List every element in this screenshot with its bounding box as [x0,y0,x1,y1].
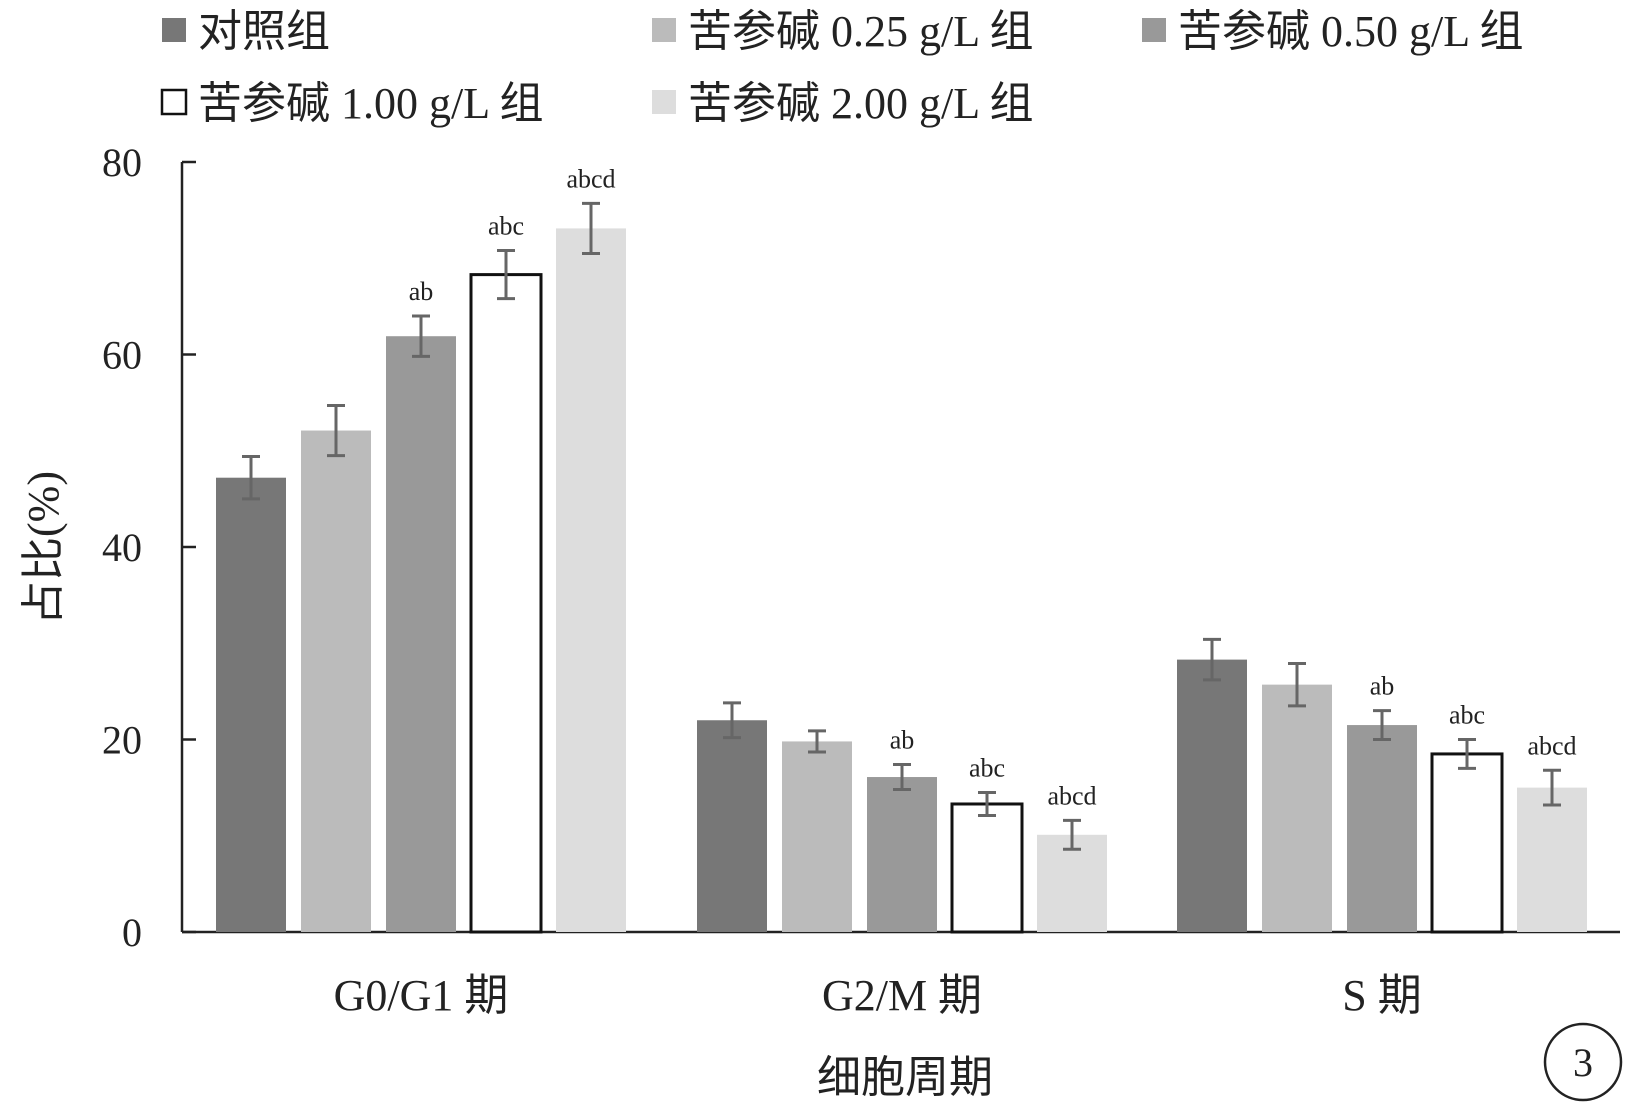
significance-label: abc [1449,701,1485,730]
panel-badge-circle [1543,1022,1623,1102]
bar [469,273,543,934]
y-axis-title: 占比(%) [19,471,68,625]
y-tick-label: 80 [102,140,142,185]
legend-swatch [1142,18,1166,42]
bar [950,802,1024,934]
legend-swatch [162,18,186,42]
bar [782,741,852,932]
significance-label: abcd [1047,781,1096,810]
category-label: S 期 [1342,971,1421,1020]
bar [867,777,937,932]
y-tick-label: 60 [102,333,142,378]
bars: ab abc abcd ab abc abcd ab abc abcd [216,164,1587,934]
significance-label: abc [969,753,1005,782]
legend-swatch [652,90,676,114]
bar [556,228,626,933]
significance-label: abcd [1527,731,1576,760]
bar [1430,752,1504,934]
significance-label: ab [1370,672,1395,701]
x-axis-title: 细胞周期 [817,1053,993,1102]
bar [1262,684,1332,932]
panel-badge: 3 [1543,1022,1623,1102]
bar [216,477,286,932]
legend-entry: 苦参碱 2.00 g/L 组 [688,79,1033,128]
y-tick-label: 0 [122,910,142,955]
category-labels: G0/G1 期 G2/M 期 S 期 [334,971,1422,1020]
legend-entry: 对照组 [198,7,330,56]
bar [1517,787,1587,932]
bar [386,336,456,932]
legend-swatch [652,18,676,42]
category-label: G0/G1 期 [334,971,509,1020]
significance-label: abcd [566,164,615,193]
legend-entry: 苦参碱 0.25 g/L 组 [688,7,1033,56]
y-tick-label: 40 [102,525,142,570]
bar [301,430,371,932]
y-tick-label: 20 [102,718,142,763]
panel-badge-label: 3 [1573,1040,1593,1085]
category-label: G2/M 期 [822,971,982,1020]
legend-entry: 苦参碱 0.50 g/L 组 [1178,7,1523,56]
bar [1347,725,1417,932]
legend-swatch [160,88,188,116]
bar [1037,834,1107,932]
significance-label: ab [409,277,434,306]
bar [1177,659,1247,932]
significance-label: ab [890,726,915,755]
legend-entry: 苦参碱 1.00 g/L 组 [198,79,543,128]
significance-label: abc [488,212,524,241]
bar [697,720,767,932]
